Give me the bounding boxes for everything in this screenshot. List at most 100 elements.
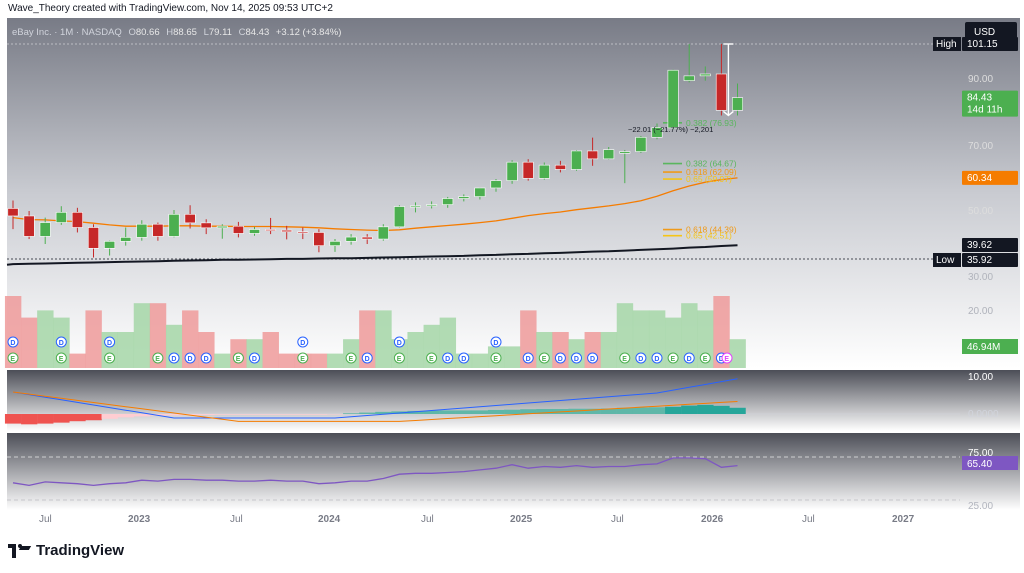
volume-bar — [359, 310, 376, 368]
macd-hist-bar — [423, 410, 440, 414]
macd-hist-bar — [713, 405, 730, 414]
currency-button[interactable]: USD — [965, 22, 1017, 40]
candle-body — [120, 237, 132, 242]
legend: eBay Inc. · 1M · NASDAQ O80.66 H88.65 L7… — [12, 27, 341, 38]
macd-hist-bar — [294, 414, 312, 415]
macd-hist-bar — [230, 414, 247, 415]
event-letter: E — [300, 356, 305, 363]
candle-body — [71, 212, 83, 228]
rsi-value-text: 65.40 — [967, 459, 992, 470]
macd-tick: 10.00 — [968, 372, 993, 383]
candle-body — [570, 150, 582, 170]
event-marker-icon — [587, 352, 599, 364]
macd-hist-bar — [198, 414, 215, 415]
price-label-text: 35.92 — [967, 255, 992, 266]
event-marker-icon — [458, 352, 470, 364]
candle-body — [152, 223, 164, 237]
volume-bar — [616, 303, 634, 368]
macd-hist-bar — [600, 408, 617, 414]
candle-body — [506, 161, 518, 181]
event-letter: D — [171, 356, 176, 363]
price-label-text: 39.62 — [967, 240, 992, 251]
macd-hist-bar — [165, 414, 183, 416]
volume-bar — [632, 310, 650, 368]
price-label-text: 84.43 — [967, 93, 992, 104]
candle-body — [104, 241, 116, 249]
brand[interactable]: TradingView — [8, 542, 124, 559]
rsi-line — [12, 457, 738, 487]
candle-body — [265, 229, 277, 231]
volume-bar — [520, 310, 537, 368]
price-label-box — [962, 90, 1018, 117]
candles — [7, 44, 743, 258]
candle-body — [699, 73, 711, 77]
price-label-text: 14d 11h — [967, 105, 1002, 116]
price-label-box — [962, 253, 1018, 267]
event-letter: E — [349, 356, 354, 363]
volume-bar — [4, 296, 22, 368]
event-marker-icon — [168, 352, 180, 364]
event-letter: D — [558, 356, 563, 363]
time-tick: 2027 — [892, 514, 915, 525]
candle-body — [329, 241, 341, 246]
volume-bar — [182, 310, 199, 368]
measure-tool: −22.01 (−21.77%) −2,201 — [628, 43, 734, 134]
candle-body — [393, 206, 405, 228]
legend-h-value: 88.65 — [173, 27, 197, 38]
price-tick: 20.00 — [968, 306, 993, 317]
event-letter: D — [445, 356, 450, 363]
volume-bar — [37, 310, 54, 368]
volume-bar — [21, 317, 38, 368]
legend-symbol: eBay Inc. · 1M · NASDAQ — [12, 27, 122, 38]
candle-body — [554, 164, 566, 170]
event-letter: E — [542, 356, 547, 363]
event-letter: D — [574, 356, 579, 363]
event-marker-icon — [184, 352, 196, 364]
event-letter: D — [526, 356, 531, 363]
rsi-tick: 25.00 — [968, 501, 993, 512]
tradingview-logo-icon — [8, 543, 32, 558]
volume-bar — [471, 353, 489, 368]
volume-bar — [214, 353, 231, 368]
event-letter: D — [188, 356, 193, 363]
event-letter: D — [493, 340, 498, 347]
event-letter: D — [719, 356, 724, 363]
macd-hist-bar — [455, 410, 473, 414]
price-label-box — [962, 37, 1018, 51]
candle-body — [88, 227, 100, 249]
fib-levels: 0.382 (76.93)0.382 (64.67)0.618 (62.09)0… — [663, 118, 737, 241]
event-letter: D — [204, 356, 209, 363]
candle-body — [216, 225, 228, 229]
macd-pane-bg — [7, 370, 1020, 431]
fib-label: 0.618 (62.09) — [686, 167, 737, 177]
candle-body — [249, 229, 261, 234]
event-letter: E — [622, 356, 627, 363]
price-tick: 90.00 — [968, 74, 993, 85]
event-letter: E — [236, 356, 241, 363]
candle-body — [635, 136, 647, 152]
candle-body — [39, 222, 51, 237]
volume-bar — [713, 296, 730, 368]
volume-bar — [729, 339, 746, 368]
legend-l-value: 79.11 — [209, 27, 232, 38]
candle-body — [377, 226, 389, 240]
candle-body — [474, 187, 486, 197]
volume-value-box — [962, 339, 1018, 354]
volume-tick: 30.00 — [968, 272, 993, 283]
fib-label: 0.382 (76.93) — [686, 118, 737, 128]
price-tick: 50.00 — [968, 206, 993, 217]
event-marker-icon — [442, 352, 454, 364]
volume-bar — [117, 332, 135, 368]
event-marker-icon — [104, 336, 116, 348]
time-tick: Jul — [230, 514, 243, 525]
event-letter: D — [461, 356, 466, 363]
price-label-text: 101.15 — [967, 39, 998, 50]
time-tick: 2026 — [701, 514, 724, 525]
svg-text:eBay Inc. · 1M · NASDAQ: eBay Inc. · 1M · NASDAQ O80.66 H88.65 L7… — [12, 27, 341, 38]
moving-averages — [6, 177, 738, 266]
event-letter: D — [590, 356, 595, 363]
event-marker-icon — [7, 336, 19, 348]
candle-body — [442, 198, 454, 205]
volume-tick: 20.00 — [968, 306, 993, 317]
candle-body — [603, 149, 615, 160]
